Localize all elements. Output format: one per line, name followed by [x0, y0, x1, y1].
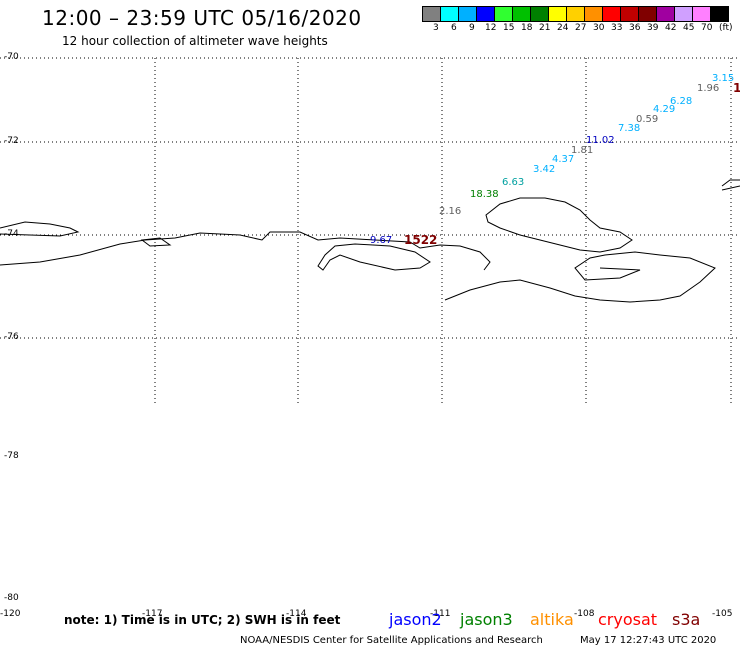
- graticule: [0, 57, 740, 405]
- swh-label: 4.29: [653, 104, 676, 115]
- lat-label-78: -78: [4, 451, 19, 461]
- credit-text: NOAA/NESDIS Center for Satellite Applica…: [240, 635, 543, 646]
- scale-label: 12: [485, 23, 497, 33]
- legend-cryosat: cryosat: [598, 610, 658, 629]
- scale-label: 45: [683, 23, 695, 33]
- scale-label: 6: [451, 23, 457, 33]
- swh-label: 1: [733, 81, 740, 95]
- swh-label: 2.16: [439, 206, 462, 217]
- swh-label: 9.67: [370, 235, 393, 246]
- legend-jason3: jason3: [460, 610, 513, 629]
- swh-label: 4.37: [552, 154, 575, 165]
- scale-label: 39: [647, 23, 659, 33]
- swh-label: 11.02: [586, 135, 615, 146]
- scale-swatch: [710, 6, 729, 22]
- scale-label: 18: [521, 23, 533, 33]
- lat-label-74: -74: [4, 229, 19, 239]
- scale-label: 27: [575, 23, 587, 33]
- lon-label-108: -108: [574, 609, 595, 619]
- legend-altika: altika: [530, 610, 574, 629]
- swh-label: 7.38: [618, 123, 641, 134]
- lat-label-80: -80: [4, 593, 19, 603]
- map-title: 12:00 – 23:59 UTC 05/16/2020: [42, 6, 362, 30]
- scale-label: 24: [557, 23, 569, 33]
- swh-label: 0.59: [636, 114, 659, 125]
- lon-label-114: -114: [286, 609, 307, 619]
- note-text: note: 1) Time is in UTC; 2) SWH is in fe…: [64, 613, 341, 627]
- lat-label-76: -76: [4, 332, 19, 342]
- scale-label: 36: [629, 23, 641, 33]
- scale-label: 33: [611, 23, 623, 33]
- lat-label-72: -72: [4, 136, 19, 146]
- lat-label-70: -70: [4, 52, 19, 62]
- lon-label-117: -117: [142, 609, 163, 619]
- scale-label: 21: [539, 23, 551, 33]
- legend-jason2: jason2: [389, 610, 442, 629]
- scale-label: 70: [701, 23, 713, 33]
- lon-label-120: -120: [0, 609, 21, 619]
- lon-label-105: -105: [712, 609, 733, 619]
- swh-label: 18.38: [470, 189, 499, 200]
- map-subtitle: 12 hour collection of altimeter wave hei…: [62, 34, 328, 48]
- lon-label-111: -111: [430, 609, 451, 619]
- scale-label: 3: [433, 23, 439, 33]
- swh-label: 1522: [404, 233, 438, 247]
- scale-label: (ft): [719, 23, 733, 33]
- scale-label: 15: [503, 23, 515, 33]
- legend-s3a: s3a: [672, 610, 701, 629]
- scale-label: 42: [665, 23, 677, 33]
- scale-label: 30: [593, 23, 605, 33]
- swh-label: 1.96: [697, 83, 720, 94]
- color-scale: [422, 6, 729, 22]
- swh-label: 3.42: [533, 164, 556, 175]
- scale-label: 9: [469, 23, 475, 33]
- coastline: [0, 179, 740, 303]
- timestamp-text: May 17 12:27:43 UTC 2020: [580, 635, 717, 646]
- swh-label: 3.15: [712, 73, 735, 84]
- swh-label: 6.63: [502, 177, 525, 188]
- swh-label: 1.81: [571, 145, 594, 156]
- swh-label: 6.28: [670, 96, 693, 107]
- color-scale-labels: 3 6 9 12 15 18 21 24 27 30 33 36 39 42 45 70 (ft): [422, 23, 740, 35]
